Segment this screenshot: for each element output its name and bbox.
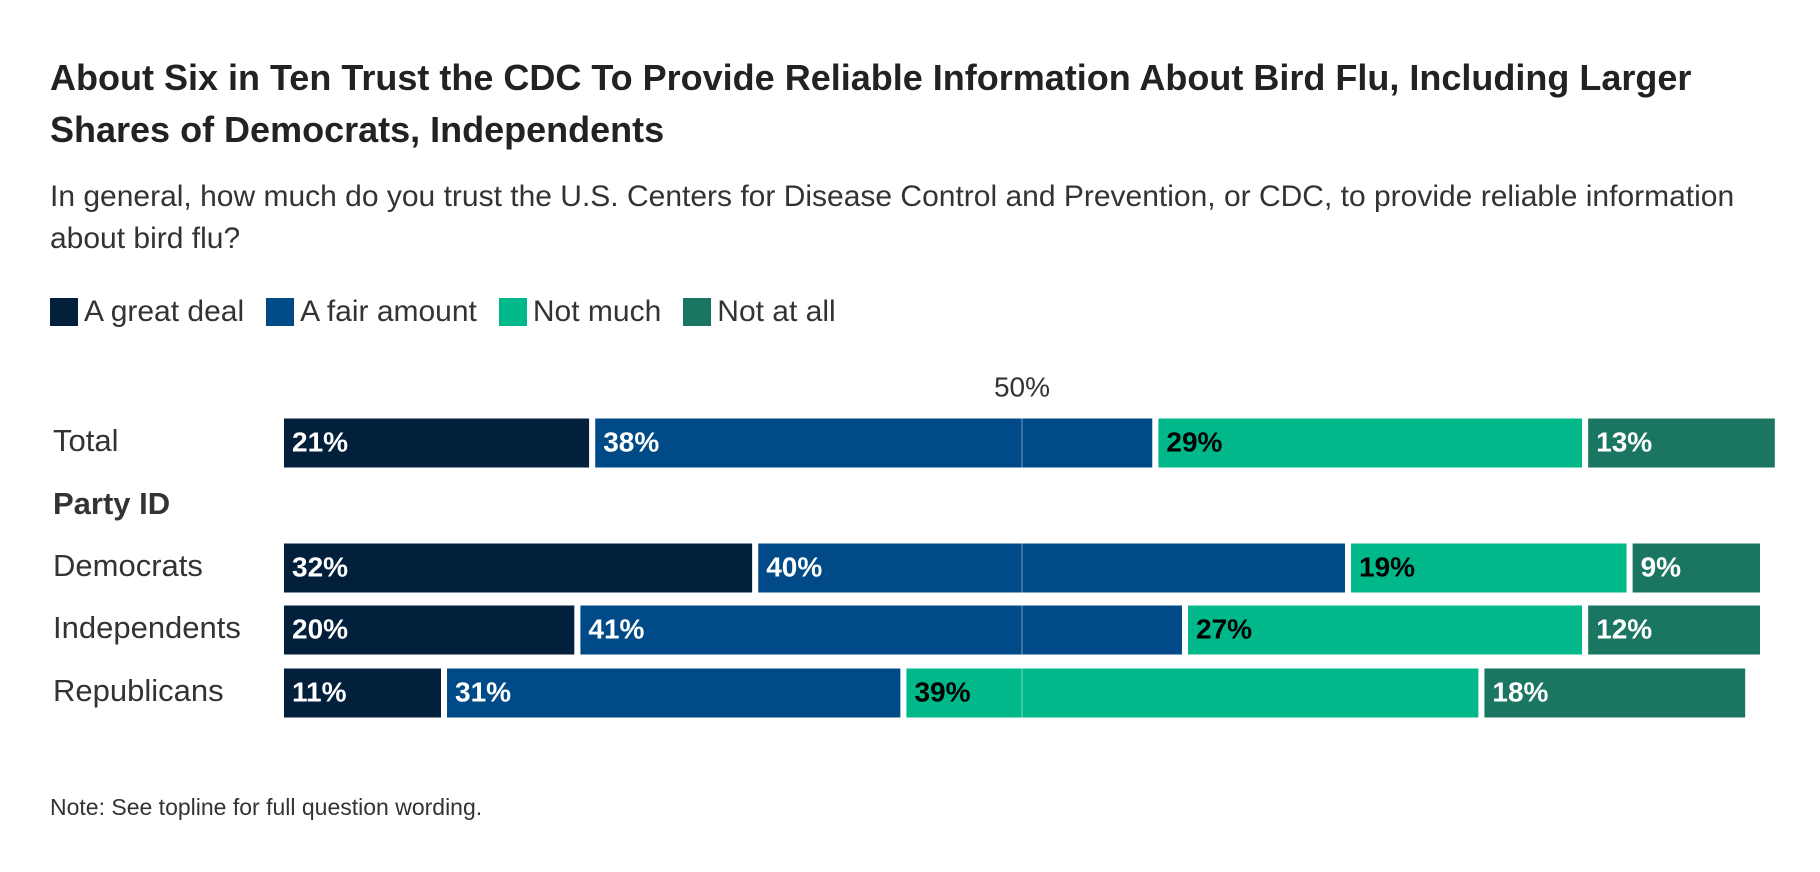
data-label: 29% bbox=[1166, 426, 1222, 457]
legend-label: A fair amount bbox=[300, 295, 477, 328]
legend-item: A great deal bbox=[50, 295, 244, 329]
chart: Total 21% 38% 29% 13% Party ID Democrats 32% 40%… bbox=[53, 371, 1781, 724]
data-label: 9% bbox=[1641, 551, 1682, 582]
data-label: 19% bbox=[1359, 551, 1415, 582]
data-label: 40% bbox=[766, 551, 822, 582]
legend-swatch bbox=[50, 298, 78, 326]
data-label: 18% bbox=[1492, 676, 1548, 707]
data-label: 21% bbox=[292, 426, 348, 457]
note: Note: See topline for full question word… bbox=[50, 794, 483, 820]
category-label: Total bbox=[53, 423, 118, 458]
bar-segment bbox=[1182, 599, 1589, 661]
data-label: 11% bbox=[292, 676, 347, 707]
data-label: 32% bbox=[292, 551, 348, 582]
bar-segment bbox=[278, 412, 596, 474]
data-label: 38% bbox=[603, 426, 659, 457]
bar-segment bbox=[278, 662, 448, 724]
legend: A great deal A fair amount Not much Not at … bbox=[50, 295, 836, 329]
legend-swatch bbox=[683, 298, 712, 326]
group-header: Party ID bbox=[53, 486, 170, 521]
legend-item: Not at all bbox=[683, 295, 836, 329]
category-label: Independents bbox=[53, 610, 241, 645]
data-label: 31% bbox=[455, 676, 511, 707]
chart-subtitle: In general, how much do you trust the U.… bbox=[50, 180, 1735, 255]
data-label: 27% bbox=[1196, 613, 1252, 644]
data-label: 39% bbox=[914, 676, 970, 707]
data-label: 20% bbox=[292, 613, 348, 644]
legend-label: Not much bbox=[532, 295, 662, 328]
bar-segment bbox=[752, 537, 1352, 599]
chart-title: About Six in Ten Trust the CDC To Provid… bbox=[50, 57, 1692, 150]
bar-segment bbox=[1626, 537, 1766, 599]
legend-label: A great deal bbox=[84, 295, 245, 328]
legend-swatch bbox=[266, 298, 295, 326]
data-label: 41% bbox=[588, 613, 644, 644]
x-tick-label: 50% bbox=[994, 371, 1050, 402]
bar-segment bbox=[1478, 662, 1752, 724]
bar-segment bbox=[900, 662, 1485, 724]
data-label: 13% bbox=[1596, 426, 1652, 457]
data-label: 12% bbox=[1596, 613, 1652, 644]
bar-segment bbox=[441, 662, 907, 724]
legend-swatch bbox=[498, 298, 527, 326]
legend-item: A fair amount bbox=[266, 295, 477, 329]
bar-segment bbox=[1582, 412, 1781, 474]
category-label: Democrats bbox=[53, 548, 203, 583]
bar-segment bbox=[1152, 412, 1589, 474]
bar-segment bbox=[589, 412, 1159, 474]
legend-item: Not much bbox=[498, 295, 662, 329]
bar-segment bbox=[1582, 599, 1767, 661]
category-label: Republicans bbox=[53, 673, 224, 708]
legend-label: Not at all bbox=[717, 295, 836, 328]
bar-segment bbox=[574, 599, 1189, 661]
bar-segment bbox=[278, 537, 759, 599]
